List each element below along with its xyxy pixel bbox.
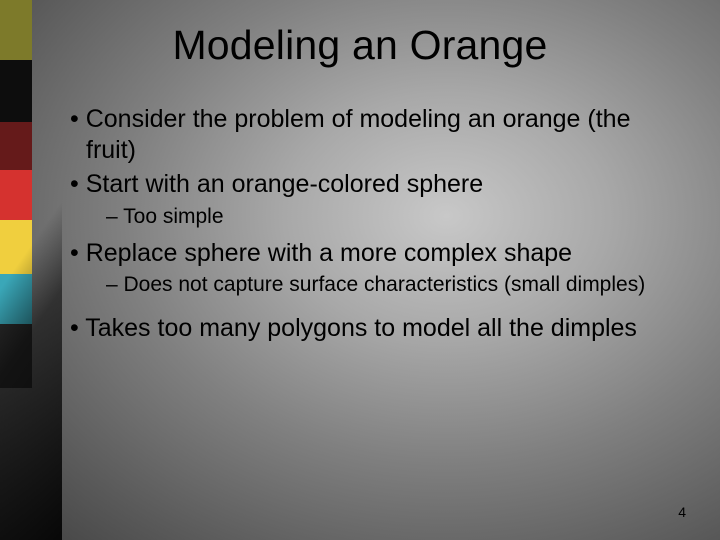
sub-bullet-item: Too simple	[70, 204, 678, 230]
accent-color-strip	[0, 0, 32, 540]
slide-body: Consider the problem of modeling an oran…	[70, 104, 678, 347]
bullet-item: Start with an orange-colored sphere	[70, 169, 678, 200]
bullet-item: Takes too many polygons to model all the…	[70, 313, 678, 344]
sub-bullet-item: Does not capture surface characteristics…	[70, 272, 678, 298]
bullet-item: Replace sphere with a more complex shape	[70, 238, 678, 269]
page-number: 4	[678, 504, 686, 520]
slide-title: Modeling an Orange	[0, 22, 720, 69]
accent-charcoal	[0, 324, 32, 388]
bullet-item: Consider the problem of modeling an oran…	[70, 104, 678, 165]
